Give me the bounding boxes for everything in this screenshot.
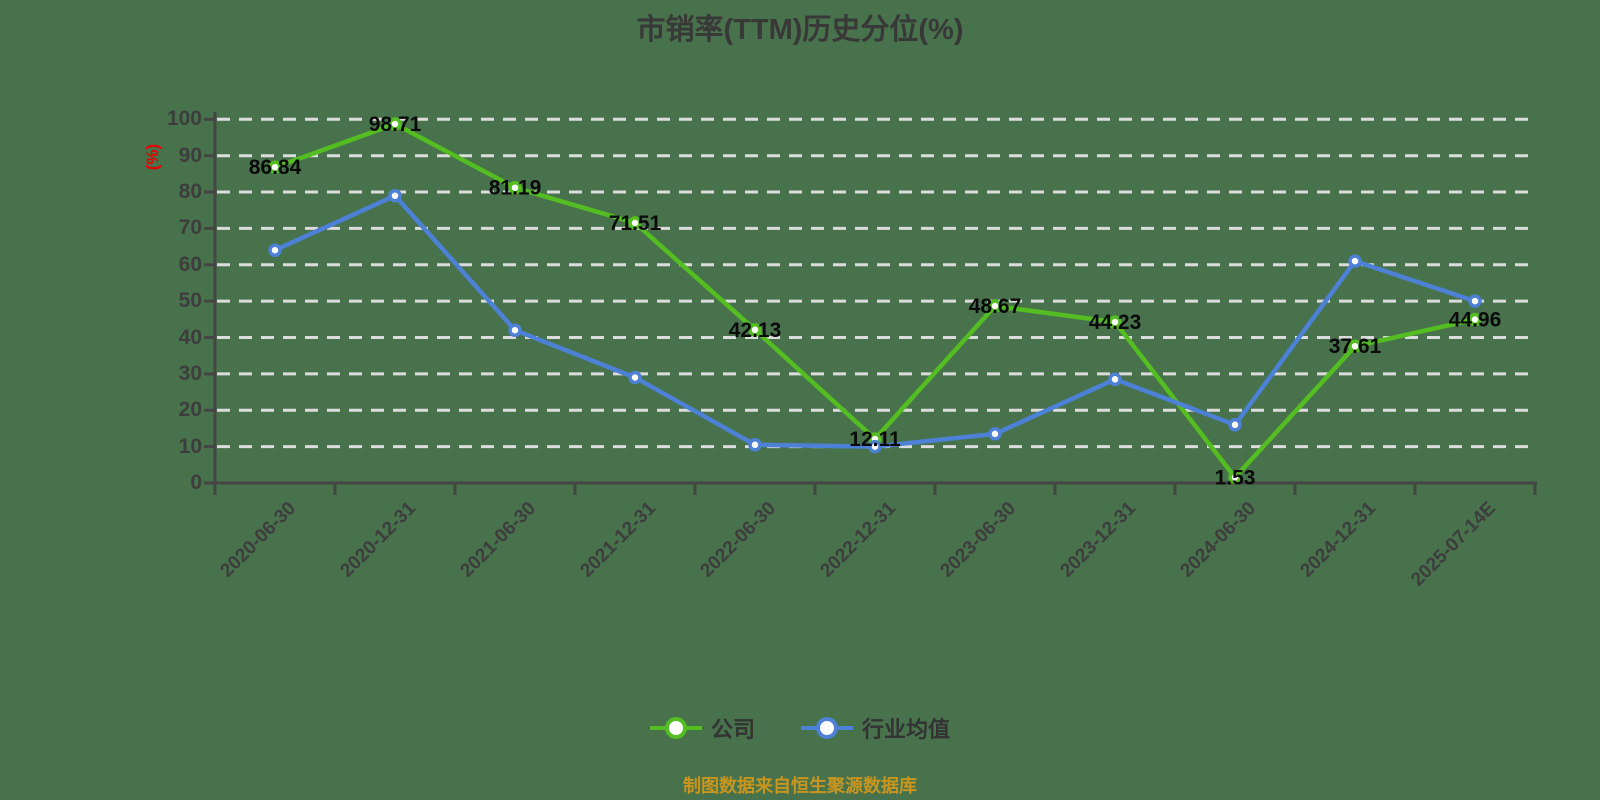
- y-axis-tick-label: 40: [178, 325, 202, 349]
- data-point-1-10[interactable]: [1468, 294, 1482, 308]
- data-point-1-9[interactable]: [1348, 254, 1362, 268]
- y-axis-tick-label: 0: [190, 471, 202, 494]
- data-point-1-4[interactable]: [748, 438, 762, 452]
- data-label: 48.67: [969, 295, 1022, 318]
- data-source-caption: 制图数据来自恒生聚源数据库: [683, 776, 917, 796]
- data-label: 37.61: [1329, 335, 1382, 358]
- y-axis-tick-label: 80: [178, 180, 202, 203]
- data-point-0-4[interactable]: [748, 323, 762, 337]
- data-label: 44.23: [1089, 311, 1142, 334]
- legend-label: 公司: [710, 717, 755, 742]
- y-axis-tick-label: 50: [178, 289, 202, 313]
- data-label: 12.11: [849, 428, 901, 451]
- data-label: 86.84: [249, 156, 302, 179]
- data-point-1-8[interactable]: [1228, 418, 1242, 432]
- data-point-0-0[interactable]: [268, 160, 282, 174]
- data-point-1-0[interactable]: [268, 243, 282, 257]
- data-label: 98.71: [369, 113, 422, 136]
- data-label: 42.13: [729, 319, 782, 342]
- legend-marker-icon: [649, 716, 702, 740]
- data-label: 71.51: [609, 212, 662, 235]
- legend-item-1[interactable]: 行业均值: [801, 712, 950, 744]
- data-point-1-6[interactable]: [988, 427, 1002, 441]
- data-point-0-6[interactable]: [988, 299, 1002, 313]
- chart-title: 市销率(TTM)历史分位(%): [636, 14, 964, 46]
- legend-item-0[interactable]: 公司: [649, 712, 755, 744]
- data-label: 44.96: [1449, 309, 1502, 332]
- data-point-0-8[interactable]: [1228, 470, 1242, 485]
- y-axis-tick-label: 30: [178, 361, 202, 385]
- data-point-0-3[interactable]: [628, 216, 642, 230]
- legend: 公司 行业均值: [0, 712, 1600, 744]
- data-point-0-7[interactable]: [1108, 315, 1122, 329]
- data-point-0-9[interactable]: [1348, 339, 1362, 353]
- y-axis-tick-label: 20: [178, 398, 202, 422]
- y-axis-tick-label: 70: [178, 216, 202, 240]
- y-axis-tick-label: 60: [178, 252, 202, 276]
- data-point-1-3[interactable]: [628, 370, 642, 385]
- data-label: 1.53: [1215, 466, 1256, 489]
- data-point-0-2[interactable]: [508, 180, 522, 195]
- legend-label: 行业均值: [862, 717, 951, 742]
- legend-marker-icon: [801, 716, 853, 740]
- data-point-0-10[interactable]: [1468, 312, 1482, 327]
- y-axis-tick-label: 10: [178, 434, 202, 458]
- y-axis-tick-label: 100: [166, 107, 202, 131]
- data-point-1-7[interactable]: [1108, 372, 1122, 387]
- data-point-1-5[interactable]: [868, 439, 882, 454]
- data-point-0-1[interactable]: [388, 117, 402, 131]
- data-point-1-2[interactable]: [508, 323, 522, 337]
- y-axis-tick-label: 90: [178, 143, 202, 167]
- data-point-1-1[interactable]: [388, 188, 402, 203]
- data-label: 81.19: [489, 177, 542, 200]
